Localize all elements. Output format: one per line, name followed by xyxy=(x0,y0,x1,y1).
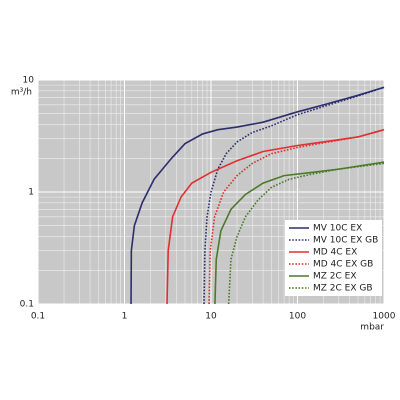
x-tick-label: 1000 xyxy=(373,312,396,322)
legend-label: MZ 2C EX GB xyxy=(313,284,373,294)
series-line xyxy=(203,86,385,305)
legend-label: MZ 2C EX xyxy=(313,272,357,282)
y-axis-label: m³/h xyxy=(11,88,32,98)
legend-label: MV 10C EX xyxy=(313,224,362,234)
x-tick-label: 100 xyxy=(289,312,306,322)
y-tick-label: 0.1 xyxy=(20,300,34,310)
x-tick-label: 1 xyxy=(122,312,128,322)
legend-label: MV 10C EX GB xyxy=(313,236,378,246)
legend-box xyxy=(285,220,382,296)
series-line xyxy=(130,86,385,305)
legend-label: MD 4C EX xyxy=(313,248,357,258)
x-tick-label: 10 xyxy=(205,312,217,322)
x-tick-label: 0.1 xyxy=(31,312,45,322)
y-tick-label: 10 xyxy=(23,76,35,86)
series-line xyxy=(208,128,385,305)
x-axis-label: mbar xyxy=(360,323,384,333)
series-line xyxy=(214,161,385,305)
legend-label: MD 4C EX GB xyxy=(313,260,373,270)
series-line xyxy=(166,128,385,305)
series-line xyxy=(227,162,385,305)
y-tick-label: 1 xyxy=(28,188,34,198)
